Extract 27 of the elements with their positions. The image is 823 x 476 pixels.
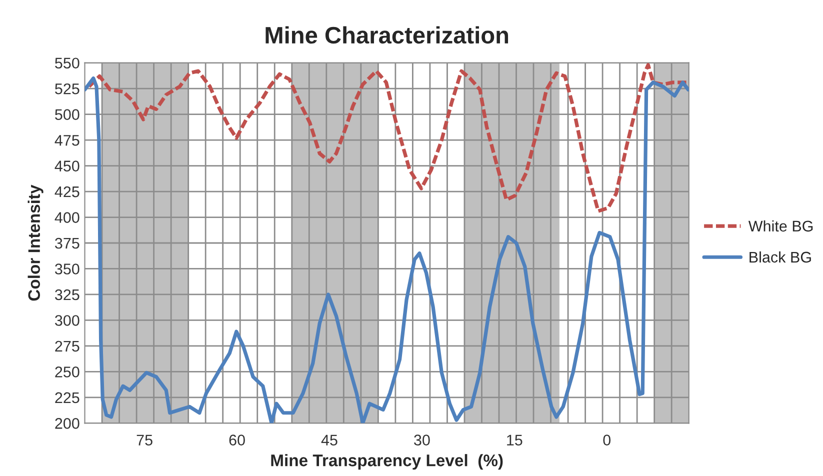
line-series (87, 63, 688, 213)
y-tick-label: 250 (55, 366, 80, 378)
chart-title: Mine Characterization (266, 26, 508, 44)
y-tick-label: 425 (54, 186, 80, 198)
y-tick-label: 400 (54, 212, 80, 223)
y-tick-label: 550 (55, 58, 80, 69)
x-tick-label: 0 (603, 434, 611, 446)
x-tick-label: 60 (229, 434, 245, 446)
y-tick-label: 450 (54, 160, 80, 172)
legend-label: Black BG (750, 251, 811, 263)
x-tick-label: 75 (136, 434, 152, 446)
y-tick-label: 500 (55, 109, 80, 120)
x-tick-label: 30 (414, 434, 430, 446)
x-axis-title: Mine Transparency Level (%) (271, 454, 503, 470)
y-tick-label: 325 (55, 289, 80, 300)
y-tick-label: 375 (55, 238, 80, 249)
x-tick-label: 45 (321, 434, 338, 446)
y-tick-label: 225 (55, 392, 80, 404)
x-tick-label: 15 (507, 434, 522, 446)
y-tick-label: 275 (55, 340, 80, 352)
y-tick-label: 525 (55, 83, 80, 94)
legend-label: White BG (748, 220, 813, 232)
y-axis-title: Color Intensity (28, 184, 44, 301)
y-tick-label: 350 (55, 264, 80, 274)
y-tick-label: 475 (54, 135, 80, 146)
y-tick-label: 200 (55, 418, 80, 429)
y-tick-label: 300 (55, 315, 80, 326)
